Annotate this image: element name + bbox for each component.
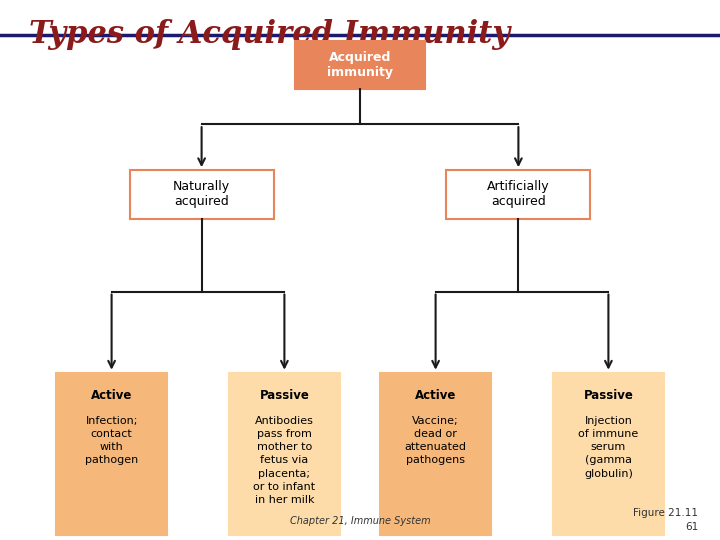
Text: Acquired
immunity: Acquired immunity <box>327 51 393 79</box>
FancyBboxPatch shape <box>380 373 491 535</box>
Text: Active: Active <box>91 389 132 402</box>
Text: 61: 61 <box>685 522 698 532</box>
Text: Infection;
contact
with
pathogen: Infection; contact with pathogen <box>85 416 138 465</box>
Text: Antibodies
pass from
mother to
fetus via
placenta;
or to infant
in her milk: Antibodies pass from mother to fetus via… <box>253 416 315 505</box>
Text: Artificially
acquired: Artificially acquired <box>487 180 549 208</box>
Text: Chapter 21, Immune System: Chapter 21, Immune System <box>289 516 431 526</box>
Text: Passive: Passive <box>583 389 634 402</box>
Text: Passive: Passive <box>259 389 310 402</box>
Text: Injection
of immune
serum
(gamma
globulin): Injection of immune serum (gamma globuli… <box>578 416 639 478</box>
FancyBboxPatch shape <box>130 170 274 219</box>
FancyBboxPatch shape <box>229 373 341 535</box>
Text: Vaccine;
dead or
attenuated
pathogens: Vaccine; dead or attenuated pathogens <box>405 416 467 465</box>
Text: Active: Active <box>415 389 456 402</box>
FancyBboxPatch shape <box>553 373 665 535</box>
FancyBboxPatch shape <box>56 373 167 535</box>
Text: Types of Acquired Immunity: Types of Acquired Immunity <box>29 19 510 50</box>
Text: Naturally
acquired: Naturally acquired <box>173 180 230 208</box>
FancyBboxPatch shape <box>295 40 425 89</box>
FancyBboxPatch shape <box>446 170 590 219</box>
Text: Figure 21.11: Figure 21.11 <box>634 508 698 518</box>
